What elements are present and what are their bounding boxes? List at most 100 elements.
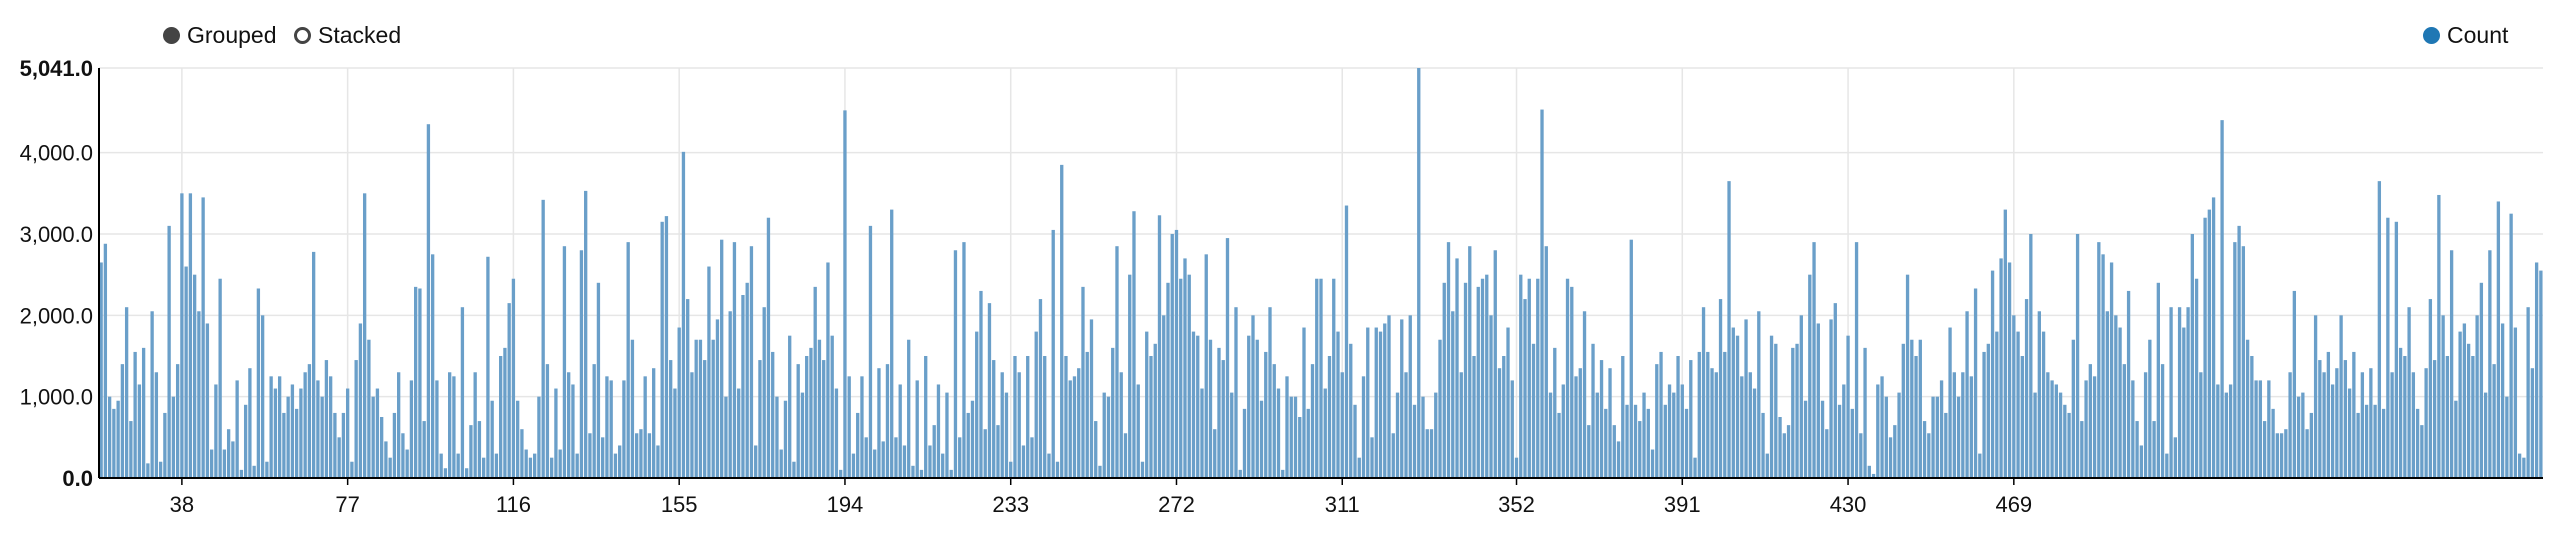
bar[interactable]: [907, 339, 911, 478]
bar[interactable]: [1200, 388, 1204, 478]
bar[interactable]: [1871, 473, 1876, 478]
bar[interactable]: [1897, 392, 1901, 478]
bar[interactable]: [1663, 404, 1667, 478]
bar[interactable]: [2326, 351, 2331, 478]
bar[interactable]: [2377, 181, 2382, 478]
bar[interactable]: [775, 396, 779, 478]
bar[interactable]: [2262, 421, 2267, 478]
bar[interactable]: [1969, 376, 1973, 478]
bar[interactable]: [167, 225, 171, 478]
bar[interactable]: [1689, 360, 1693, 478]
bar[interactable]: [1098, 465, 1102, 478]
bar[interactable]: [112, 408, 116, 478]
bar[interactable]: [2496, 201, 2501, 478]
bar[interactable]: [2241, 246, 2246, 478]
bar[interactable]: [1446, 242, 1451, 478]
bar[interactable]: [248, 368, 252, 478]
bar[interactable]: [324, 360, 329, 478]
bar[interactable]: [1332, 278, 1336, 478]
bar[interactable]: [273, 388, 278, 478]
bar[interactable]: [1361, 376, 1366, 478]
bar[interactable]: [1272, 364, 1276, 478]
bar[interactable]: [881, 441, 885, 478]
bar[interactable]: [834, 388, 839, 478]
bar[interactable]: [2522, 457, 2526, 478]
bar[interactable]: [2411, 372, 2416, 478]
bar[interactable]: [1004, 392, 1009, 478]
bar[interactable]: [843, 110, 847, 479]
bar[interactable]: [2352, 351, 2356, 478]
bar[interactable]: [2088, 364, 2092, 478]
bar[interactable]: [749, 246, 754, 478]
bar[interactable]: [1672, 392, 1676, 478]
bar[interactable]: [414, 286, 418, 478]
bar[interactable]: [537, 396, 541, 478]
bar[interactable]: [592, 364, 596, 478]
bar[interactable]: [1306, 408, 1310, 478]
bar[interactable]: [720, 239, 724, 478]
bar[interactable]: [2386, 217, 2390, 479]
bar[interactable]: [1383, 323, 1387, 478]
bar[interactable]: [222, 449, 227, 478]
bar[interactable]: [579, 250, 584, 478]
bar[interactable]: [1225, 238, 1230, 478]
bar[interactable]: [175, 364, 180, 478]
bar[interactable]: [1140, 461, 1145, 478]
bar[interactable]: [1578, 368, 1582, 478]
bar[interactable]: [728, 311, 732, 478]
bar[interactable]: [1157, 215, 1162, 479]
bar[interactable]: [664, 216, 669, 479]
bar[interactable]: [1115, 246, 1119, 478]
bar[interactable]: [715, 319, 720, 478]
bar[interactable]: [1778, 417, 1782, 478]
bar[interactable]: [2007, 262, 2012, 478]
bar[interactable]: [1748, 372, 1752, 478]
bar[interactable]: [1404, 372, 1408, 478]
bar[interactable]: [1757, 311, 1761, 478]
bar[interactable]: [936, 384, 941, 478]
bar[interactable]: [996, 425, 1000, 478]
bar[interactable]: [431, 254, 435, 478]
bar[interactable]: [2177, 307, 2182, 478]
bar[interactable]: [426, 124, 431, 478]
bar[interactable]: [1493, 250, 1497, 478]
bar[interactable]: [1978, 453, 1982, 478]
bar[interactable]: [681, 151, 686, 478]
bar[interactable]: [796, 364, 800, 478]
bar[interactable]: [286, 396, 290, 478]
bar[interactable]: [2449, 250, 2454, 478]
bar[interactable]: [2216, 384, 2220, 478]
bar[interactable]: [1421, 396, 1425, 478]
bar[interactable]: [609, 380, 613, 478]
bar[interactable]: [1081, 286, 1085, 478]
bar[interactable]: [1340, 372, 1344, 478]
bar[interactable]: [2160, 364, 2165, 478]
bar[interactable]: [443, 468, 448, 478]
bar[interactable]: [1357, 457, 1361, 478]
bar[interactable]: [154, 372, 159, 478]
bar[interactable]: [1298, 417, 1302, 478]
bar[interactable]: [1825, 429, 1829, 478]
bar[interactable]: [1162, 315, 1166, 478]
bar[interactable]: [180, 193, 184, 478]
bar[interactable]: [1922, 421, 1927, 478]
bar[interactable]: [550, 457, 554, 478]
bar[interactable]: [107, 396, 112, 478]
bar[interactable]: [2403, 356, 2407, 478]
bar[interactable]: [1217, 347, 1221, 478]
bar[interactable]: [2313, 315, 2318, 478]
bar[interactable]: [1999, 258, 2003, 478]
bar[interactable]: [1247, 335, 1251, 478]
bar[interactable]: [1701, 307, 1706, 478]
bar[interactable]: [1995, 331, 1999, 478]
bar[interactable]: [707, 266, 711, 478]
bar[interactable]: [1888, 437, 1893, 478]
bar[interactable]: [1587, 425, 1591, 478]
bar[interactable]: [890, 209, 894, 478]
bar[interactable]: [737, 388, 741, 478]
bar[interactable]: [1621, 356, 1625, 478]
bar[interactable]: [1948, 327, 1952, 478]
bar[interactable]: [1905, 274, 1910, 478]
bar[interactable]: [596, 282, 601, 478]
bar[interactable]: [163, 412, 167, 478]
